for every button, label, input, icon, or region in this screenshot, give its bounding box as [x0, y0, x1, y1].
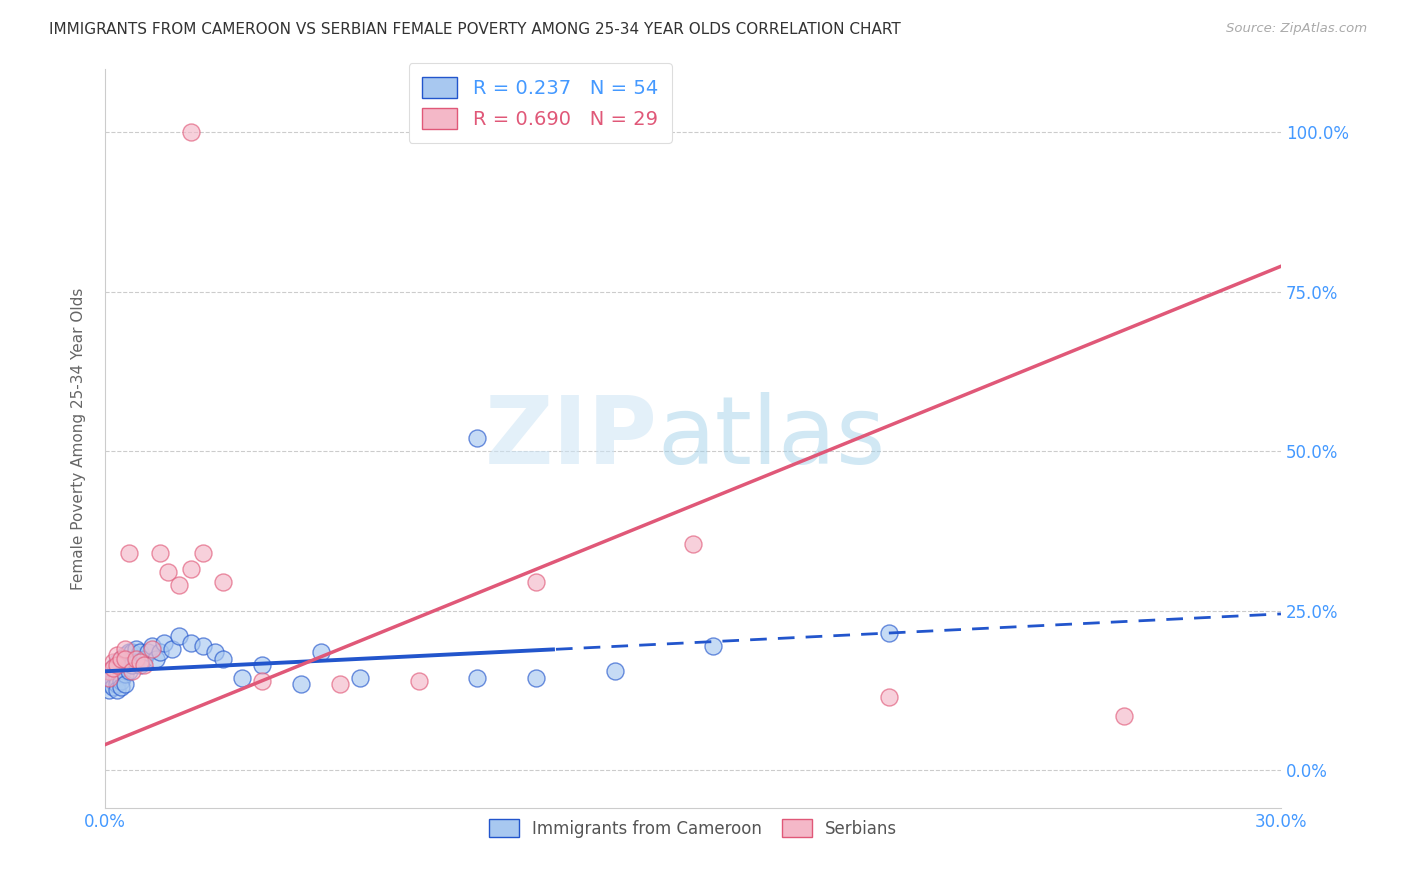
Point: [97, 683, 120, 698]
Point: [125, 642, 148, 657]
Point: [180, 635, 202, 649]
Point: [129, 657, 152, 672]
Point: [114, 677, 136, 691]
Point: [191, 546, 214, 560]
Point: [349, 671, 371, 685]
Point: [105, 661, 128, 675]
Point: [114, 651, 136, 665]
Point: [105, 677, 128, 691]
Point: [110, 667, 132, 681]
Point: [110, 651, 132, 665]
Point: [129, 655, 152, 669]
Point: [114, 657, 136, 672]
Point: [180, 562, 202, 576]
Point: [309, 645, 332, 659]
Point: [408, 673, 430, 688]
Point: [129, 645, 152, 659]
Point: [105, 671, 128, 685]
Point: [117, 645, 139, 659]
Point: [110, 651, 132, 665]
Point: [114, 667, 136, 681]
Point: [134, 657, 156, 672]
Point: [134, 651, 156, 665]
Point: [105, 655, 128, 669]
Point: [467, 671, 489, 685]
Point: [121, 657, 143, 672]
Point: [136, 645, 159, 659]
Point: [145, 651, 167, 665]
Point: [682, 537, 704, 551]
Point: [231, 671, 253, 685]
Point: [1114, 709, 1136, 723]
Point: [117, 665, 139, 679]
Point: [97, 671, 120, 685]
Point: [121, 665, 143, 679]
Point: [250, 673, 273, 688]
Point: [101, 680, 124, 694]
Point: [105, 683, 128, 698]
Point: [101, 667, 124, 681]
Point: [169, 629, 191, 643]
Y-axis label: Female Poverty Among 25-34 Year Olds: Female Poverty Among 25-34 Year Olds: [72, 287, 86, 590]
Point: [211, 651, 233, 665]
Point: [290, 677, 312, 691]
Point: [156, 566, 179, 580]
Point: [524, 574, 547, 589]
Point: [877, 626, 900, 640]
Point: [110, 673, 132, 688]
Point: [603, 665, 626, 679]
Point: [211, 574, 233, 589]
Point: [125, 651, 148, 665]
Point: [329, 677, 352, 691]
Point: [250, 657, 273, 672]
Point: [97, 677, 120, 691]
Point: [105, 657, 128, 672]
Text: atlas: atlas: [658, 392, 886, 484]
Point: [169, 578, 191, 592]
Point: [467, 432, 489, 446]
Point: [114, 648, 136, 663]
Point: [149, 645, 172, 659]
Point: [117, 655, 139, 669]
Point: [702, 639, 724, 653]
Point: [101, 655, 124, 669]
Legend: Immigrants from Cameroon, Serbians: Immigrants from Cameroon, Serbians: [482, 813, 904, 845]
Point: [877, 690, 900, 704]
Point: [97, 671, 120, 685]
Text: Source: ZipAtlas.com: Source: ZipAtlas.com: [1226, 22, 1367, 36]
Point: [105, 648, 128, 663]
Text: ZIP: ZIP: [485, 392, 658, 484]
Point: [97, 665, 120, 679]
Point: [524, 671, 547, 685]
Point: [180, 125, 202, 139]
Point: [114, 642, 136, 657]
Point: [141, 642, 163, 657]
Point: [160, 642, 183, 657]
Point: [117, 546, 139, 560]
Point: [121, 645, 143, 659]
Point: [125, 655, 148, 669]
Point: [149, 546, 172, 560]
Point: [101, 661, 124, 675]
Point: [141, 639, 163, 653]
Point: [101, 661, 124, 675]
Point: [110, 657, 132, 672]
Point: [101, 673, 124, 688]
Point: [191, 639, 214, 653]
Point: [97, 665, 120, 679]
Point: [110, 680, 132, 694]
Point: [152, 635, 174, 649]
Text: IMMIGRANTS FROM CAMEROON VS SERBIAN FEMALE POVERTY AMONG 25-34 YEAR OLDS CORRELA: IMMIGRANTS FROM CAMEROON VS SERBIAN FEMA…: [49, 22, 901, 37]
Point: [204, 645, 226, 659]
